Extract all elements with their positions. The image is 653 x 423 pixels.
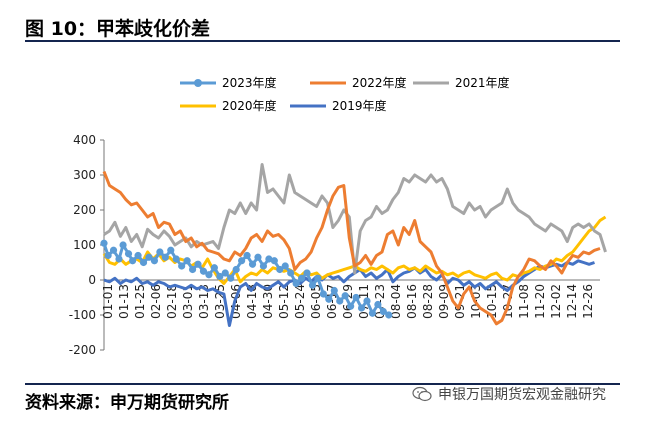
legend-marker bbox=[194, 79, 202, 87]
series-point bbox=[167, 246, 175, 254]
series-point bbox=[385, 311, 393, 319]
series-point bbox=[119, 241, 127, 249]
series-line bbox=[102, 170, 601, 326]
y-tick-label: 100 bbox=[73, 238, 96, 252]
x-tick-label: 12-26 bbox=[581, 284, 595, 319]
series-point bbox=[357, 304, 366, 312]
series-point bbox=[100, 239, 108, 247]
series-line bbox=[103, 163, 607, 275]
x-tick-label: 01-25 bbox=[133, 284, 147, 319]
x-tick-label: 08-16 bbox=[405, 284, 419, 319]
series-point bbox=[254, 253, 262, 261]
series-point bbox=[150, 257, 159, 265]
series-point bbox=[341, 292, 349, 300]
y-tick-label: 400 bbox=[73, 133, 96, 147]
x-tick-label: 05-24 bbox=[293, 284, 307, 319]
x-tick-label: 02-06 bbox=[149, 284, 163, 319]
series-point bbox=[363, 297, 371, 305]
series-point bbox=[156, 248, 164, 256]
series-point bbox=[227, 274, 235, 282]
x-tick-label: 12-02 bbox=[549, 284, 563, 319]
x-tick-label: 11-08 bbox=[517, 284, 531, 319]
series-point bbox=[314, 274, 322, 282]
series-point bbox=[134, 251, 142, 260]
title-rule bbox=[25, 40, 620, 42]
legend-label: 2020年度 bbox=[222, 98, 277, 113]
y-tick-label: 300 bbox=[73, 168, 96, 182]
series-point bbox=[259, 262, 268, 270]
x-tick-label: 06-05 bbox=[309, 284, 323, 319]
series-point bbox=[287, 269, 295, 277]
legend-label: 2019年度 bbox=[332, 98, 387, 113]
series-point bbox=[139, 258, 148, 267]
series-point bbox=[281, 262, 289, 270]
series-point bbox=[297, 274, 306, 282]
series-point bbox=[319, 290, 327, 298]
y-tick-label: 200 bbox=[73, 203, 96, 217]
watermark-text: 申银万国期货宏观金融研究 bbox=[438, 387, 606, 403]
series-point bbox=[276, 265, 284, 274]
series-point bbox=[368, 309, 377, 317]
series-point bbox=[265, 255, 273, 263]
x-tick-label: 05-12 bbox=[277, 284, 291, 319]
series-point bbox=[210, 264, 218, 272]
series-point bbox=[124, 250, 133, 258]
series-point bbox=[178, 262, 186, 270]
watermark: 申银万国期货宏观金融研究 bbox=[412, 384, 606, 404]
series-point bbox=[325, 295, 333, 303]
source-rule bbox=[25, 383, 620, 385]
x-tick-label: 01-13 bbox=[117, 284, 131, 319]
series-point bbox=[336, 297, 344, 305]
legend-label: 2021年度 bbox=[455, 75, 510, 90]
series-point bbox=[199, 267, 208, 275]
series-point bbox=[352, 293, 360, 302]
series-point bbox=[145, 253, 153, 261]
x-tick-label: 10-15 bbox=[485, 284, 499, 319]
series-point bbox=[161, 253, 169, 261]
series-point bbox=[374, 300, 382, 309]
series-point bbox=[292, 279, 300, 288]
series-point bbox=[183, 257, 191, 265]
x-tick-label: 04-30 bbox=[261, 284, 275, 319]
series-point bbox=[188, 265, 197, 274]
x-tick-label: 09-09 bbox=[437, 284, 451, 319]
series-point bbox=[238, 257, 246, 265]
series-point bbox=[115, 255, 123, 263]
series-point bbox=[379, 307, 387, 316]
series-point bbox=[347, 302, 355, 310]
y-tick-label: -100 bbox=[69, 308, 96, 322]
x-tick-label: 02-18 bbox=[165, 284, 179, 319]
series-point bbox=[243, 251, 251, 260]
series-point bbox=[109, 246, 118, 254]
x-tick-label: 03-13 bbox=[197, 284, 211, 319]
source-note: 资料来源：申万期货研究所 bbox=[25, 393, 229, 413]
x-tick-label: 08-28 bbox=[421, 284, 435, 319]
series-point bbox=[205, 271, 213, 279]
series-point bbox=[221, 269, 229, 277]
x-tick-label: 12-14 bbox=[565, 284, 579, 319]
series-point bbox=[172, 255, 180, 263]
x-tick-label: 08-04 bbox=[389, 284, 403, 319]
series-point bbox=[216, 272, 224, 281]
series-point bbox=[232, 265, 240, 274]
series-point bbox=[129, 257, 137, 265]
series-point bbox=[270, 257, 278, 265]
y-tick-label: 0 bbox=[88, 273, 96, 287]
x-tick-label: 04-18 bbox=[245, 284, 259, 319]
figure-title: 图 10：甲苯歧化价差 bbox=[25, 18, 211, 40]
x-tick-label: 03-01 bbox=[181, 284, 195, 319]
series-point bbox=[330, 286, 338, 295]
x-tick-label: 11-20 bbox=[533, 284, 547, 319]
series-point bbox=[308, 281, 317, 289]
series-point bbox=[194, 260, 202, 268]
legend-label: 2023年度 bbox=[222, 75, 277, 90]
wechat-icon bbox=[412, 386, 432, 402]
x-tick-label: 01-01 bbox=[101, 284, 115, 319]
series-point bbox=[104, 251, 112, 260]
series-point bbox=[248, 260, 257, 268]
y-tick-label: -200 bbox=[69, 343, 96, 357]
legend-label: 2022年度 bbox=[352, 75, 407, 90]
series-point bbox=[303, 269, 311, 277]
